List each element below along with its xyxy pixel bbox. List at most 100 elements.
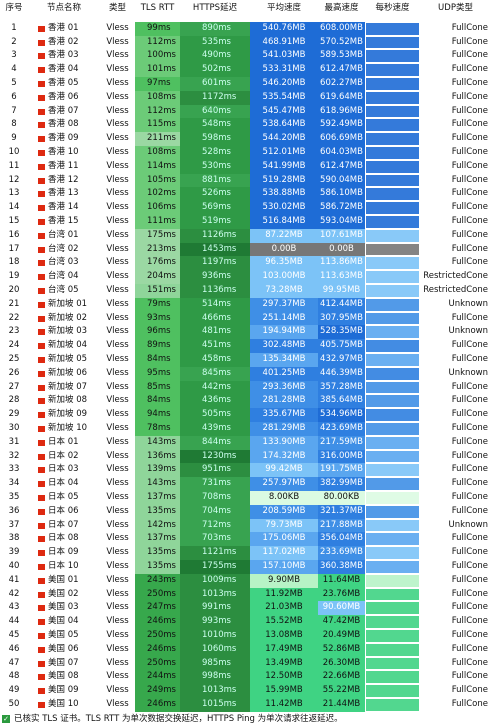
avg-speed: 73.28MB [250,284,318,298]
avg-speed: 257.97MB [250,477,318,491]
row-index: 27 [8,381,20,392]
avg-speed: 545.47MB [250,104,318,119]
avg-speed: 293.36MB [250,380,318,395]
node-name: 香港 15 [48,216,79,226]
speed-sparkline [366,312,419,325]
node-type: Vless [106,216,129,226]
avg-speed: 157.10MB [250,560,318,574]
tls-rtt: 84ms [135,394,180,409]
avg-speed: 535.54MB [250,90,318,105]
avg-speed: 519.28MB [250,173,318,188]
row-index: 18 [8,257,20,268]
https-latency: 640ms [180,104,250,119]
avg-speed: 12.50MB [250,670,318,685]
node-type: Vless [106,643,129,654]
node-name: 新加坡 02 [48,312,88,323]
https-latency: 1453ms [180,242,250,257]
avg-speed: 13.49MB [250,656,318,671]
row-index: 46 [8,643,20,654]
avg-speed: 544.20MB [250,132,318,146]
udp-type: FullCone [451,312,488,323]
udp-type: FullCone [451,257,488,268]
tls-rtt: 211ms [135,132,180,146]
max-speed: 592.49MB [318,118,365,133]
https-latency: 951ms [180,463,250,478]
node-name: 日本 01 [48,436,79,447]
udp-type: FullCone [451,464,488,475]
https-latency: 439ms [180,422,250,436]
udp-type: FullCone [451,202,488,213]
tls-rtt: 93ms [135,311,180,326]
node-name: 日本 05 [48,492,79,502]
https-latency: 1230ms [180,449,250,464]
https-latency: 1009ms [180,573,250,588]
speed-sparkline [366,588,419,601]
row-index: 28 [8,395,20,406]
node-name: 香港 05 [48,78,79,88]
avg-speed: 468.91MB [250,35,318,50]
max-speed: 26.30MB [318,656,365,671]
avg-speed: 21.03MB [250,601,318,616]
node-name: 香港 10 [48,147,79,157]
flag-icon [38,177,45,184]
flag-icon [38,550,45,557]
speed-sparkline [366,326,419,339]
https-latency: 993ms [180,615,250,629]
tls-rtt: 142ms [135,518,180,533]
udp-type: FullCone [451,643,488,654]
udp-type: FullCone [451,671,488,682]
https-latency: 890ms [180,21,250,36]
tls-rtt: 89ms [135,339,180,353]
tls-rtt: 78ms [135,422,180,436]
avg-speed: 117.02MB [250,546,318,560]
https-latency: 490ms [180,49,250,64]
row-index: 42 [8,588,20,599]
max-speed: 191.75MB [318,463,365,478]
max-speed: 606.69MB [318,132,365,146]
tls-rtt: 94ms [135,408,180,422]
row-index: 32 [8,450,20,461]
flag-icon [38,67,45,74]
avg-speed: 133.90MB [250,435,318,450]
speed-sparkline [366,257,419,270]
node-name: 日本 10 [48,561,79,571]
max-speed: 21.44MB [318,698,365,712]
speed-sparkline [366,340,419,352]
avg-speed: 538.88MB [250,187,318,202]
speed-sparkline [366,478,419,490]
check-icon: ✓ [2,714,10,723]
node-type: Vless [106,133,129,144]
speed-sparkline [366,547,419,559]
node-name: 美国 09 [48,685,79,696]
row-index: 9 [11,133,17,144]
flag-icon [38,495,45,501]
node-name: 台湾 04 [48,271,79,282]
udp-type: FullCone [451,36,488,47]
row-index: 16 [8,229,20,240]
speed-sparkline [366,492,419,504]
tls-rtt: 250ms [135,656,180,671]
row-index: 40 [8,561,20,571]
https-latency: 712ms [180,518,250,533]
max-speed: 356.04MB [318,532,365,547]
avg-speed: 135.34MB [250,353,318,367]
node-type: Vless [106,423,129,433]
speed-sparkline [366,450,419,463]
max-speed: 80.00KB [318,491,365,505]
max-speed: 20.49MB [318,629,365,643]
node-name: 香港 09 [48,133,79,144]
tls-rtt: 135ms [135,546,180,560]
node-type: Vless [106,326,129,337]
tls-rtt: 137ms [135,532,180,547]
max-speed: 612.47MB [318,159,365,174]
node-type: Vless [106,657,129,668]
https-latency: 1126ms [180,228,250,243]
udp-type: FullCone [451,243,488,254]
node-name: 日本 08 [48,533,79,544]
avg-speed: 103.00MB [250,270,318,284]
row-index: 48 [8,671,20,682]
udp-type: FullCone [451,436,488,447]
header-cell: UDP类型 [438,3,473,13]
tls-rtt: 143ms [135,435,180,450]
